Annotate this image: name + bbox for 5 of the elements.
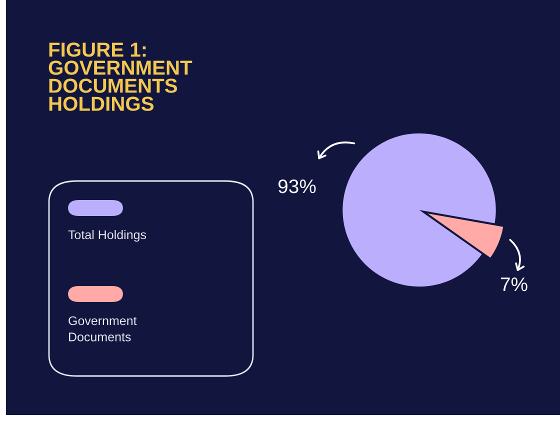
data-label: 7% xyxy=(500,278,528,292)
legend-label: Government Documents xyxy=(68,316,137,342)
chart-title: FIGURE 1: GOVERNMENT DOCUMENTS HOLDINGS xyxy=(48,42,192,111)
legend-label: Total Holdings xyxy=(68,230,146,242)
data-label: 93% xyxy=(278,179,316,194)
